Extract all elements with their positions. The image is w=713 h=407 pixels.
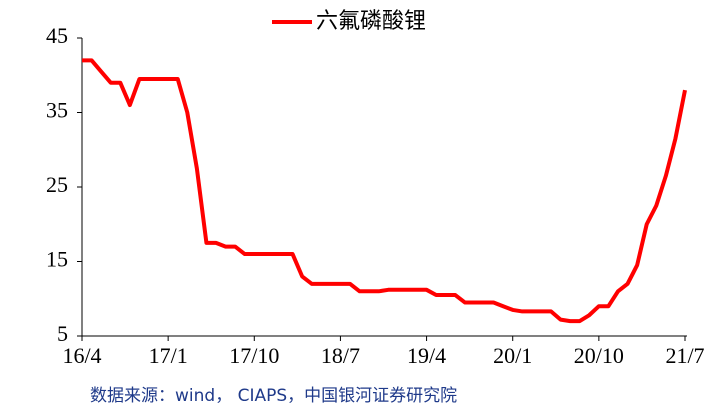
x-tick-label: 20/10 <box>574 343 624 368</box>
y-tick-label: 45 <box>46 23 68 48</box>
x-tick-label: 21/7 <box>665 343 704 368</box>
y-tick-label: 35 <box>46 98 68 123</box>
x-tick-label: 19/4 <box>407 343 446 368</box>
x-tick-label: 16/4 <box>62 343 101 368</box>
y-tick-label: 15 <box>46 247 68 272</box>
legend-label: 六氟磷酸锂 <box>316 9 426 34</box>
x-tick-label: 17/1 <box>149 343 188 368</box>
series-line <box>82 58 687 324</box>
y-tick-label: 5 <box>57 321 68 346</box>
x-tick-label: 18/7 <box>321 343 360 368</box>
y-tick-label: 25 <box>46 172 68 197</box>
source: 数据来源：wind， CIAPS，中国银河证券研究院 <box>90 386 457 406</box>
x-tick-label: 17/10 <box>229 343 279 368</box>
x-tick-label: 20/1 <box>493 343 532 368</box>
